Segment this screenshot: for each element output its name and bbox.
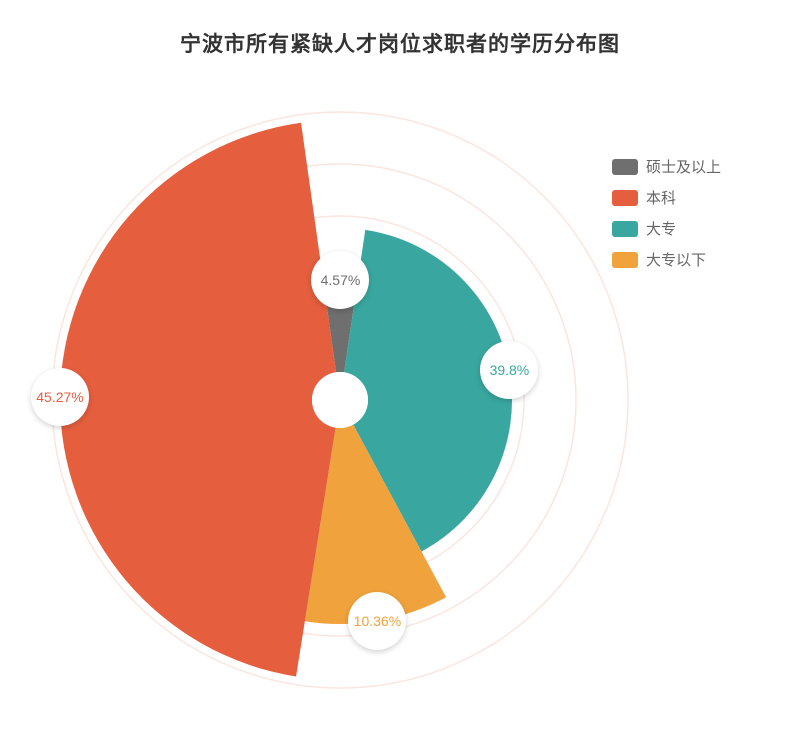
- legend-label-0: 硕士及以上: [646, 156, 721, 177]
- legend-swatch-1: [612, 190, 638, 206]
- slice-label-3: 45.27%: [31, 368, 89, 426]
- legend: 硕士及以上 本科 大专 大专以下: [612, 156, 721, 280]
- slice-label-2: 10.36%: [348, 592, 406, 650]
- rose-slice-3[interactable]: [60, 123, 336, 677]
- legend-item-3[interactable]: 大专以下: [612, 249, 721, 270]
- legend-label-3: 大专以下: [646, 249, 706, 270]
- rose-chart-canvas: [0, 50, 690, 755]
- legend-swatch-2: [612, 221, 638, 237]
- rose-chart-svg: [0, 50, 690, 750]
- legend-item-1[interactable]: 本科: [612, 187, 721, 208]
- chart-container: 宁波市所有紧缺人才岗位求职者的学历分布图 硕士及以上 本科 大专 大专以下 4.…: [0, 0, 800, 707]
- legend-swatch-3: [612, 252, 638, 268]
- legend-label-1: 本科: [646, 187, 676, 208]
- legend-swatch-0: [612, 159, 638, 175]
- slice-label-0: 4.57%: [311, 251, 369, 309]
- slice-label-1: 39.8%: [480, 341, 538, 399]
- center-hole: [312, 372, 368, 428]
- legend-item-2[interactable]: 大专: [612, 218, 721, 239]
- legend-item-0[interactable]: 硕士及以上: [612, 156, 721, 177]
- legend-label-2: 大专: [646, 218, 676, 239]
